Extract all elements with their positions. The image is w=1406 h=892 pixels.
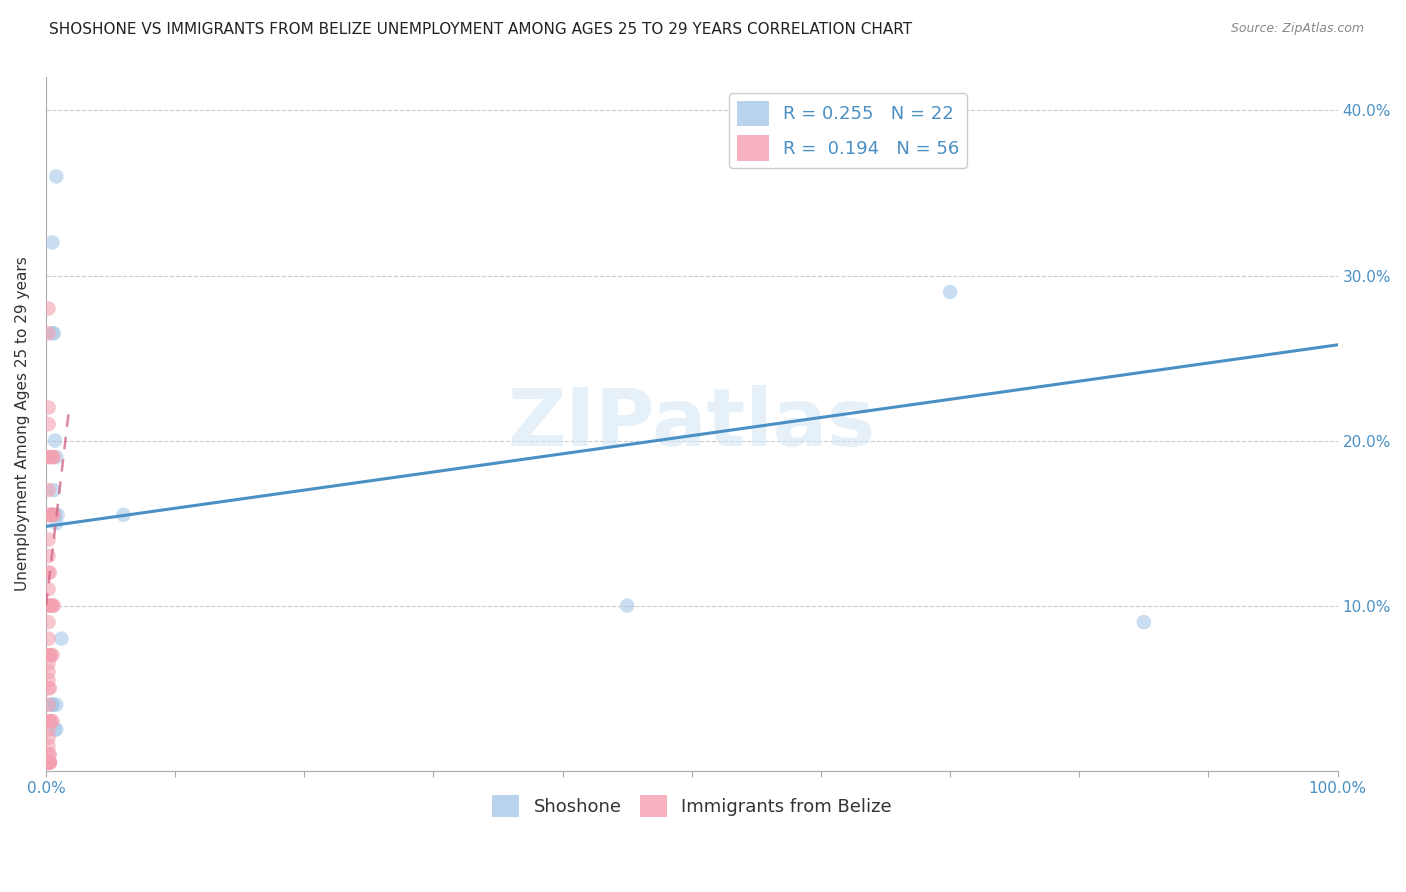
Point: [38, 723, 60, 737]
Point: [38, 731, 60, 745]
Point: [42, 483, 65, 497]
Text: Source: ZipAtlas.com: Source: ZipAtlas.com: [1230, 22, 1364, 36]
Point: [38, 756, 60, 770]
Point: [38, 326, 60, 341]
Point: [38, 566, 60, 580]
Point: [41, 508, 63, 522]
Point: [38, 301, 60, 316]
Point: [38, 450, 60, 464]
Point: [39, 508, 62, 522]
Point: [38, 450, 60, 464]
Point: [41, 698, 63, 712]
Point: [38, 508, 60, 522]
Legend: Shoshone, Immigrants from Belize: Shoshone, Immigrants from Belize: [485, 788, 898, 824]
Point: [38, 615, 60, 629]
Point: [38, 632, 60, 646]
Point: [38, 756, 60, 770]
Point: [38, 401, 60, 415]
Point: [41, 698, 63, 712]
Point: [44, 723, 66, 737]
Point: [41, 648, 63, 662]
Point: [38, 599, 60, 613]
Point: [42, 450, 65, 464]
Point: [38, 681, 60, 695]
Point: [38, 756, 60, 770]
Point: [41, 698, 63, 712]
Point: [39, 648, 62, 662]
Point: [41, 326, 63, 341]
Point: [46, 508, 69, 522]
Point: [45, 723, 67, 737]
Point: [38, 648, 60, 662]
Point: [45, 516, 67, 530]
Point: [38, 714, 60, 728]
Point: [41, 714, 63, 728]
Point: [42, 508, 65, 522]
Point: [41, 508, 63, 522]
Point: [38, 756, 60, 770]
Point: [38, 648, 60, 662]
Point: [38, 739, 60, 753]
Point: [38, 665, 60, 679]
Point: [1133, 615, 1156, 629]
Point: [38, 747, 60, 762]
Text: SHOSHONE VS IMMIGRANTS FROM BELIZE UNEMPLOYMENT AMONG AGES 25 TO 29 YEARS CORREL: SHOSHONE VS IMMIGRANTS FROM BELIZE UNEMP…: [49, 22, 912, 37]
Point: [41, 450, 63, 464]
Y-axis label: Unemployment Among Ages 25 to 29 years: Unemployment Among Ages 25 to 29 years: [15, 257, 30, 591]
Point: [38, 756, 60, 770]
Point: [38, 756, 60, 770]
Point: [45, 698, 67, 712]
Point: [45, 450, 67, 464]
Point: [38, 756, 60, 770]
Point: [45, 169, 67, 184]
Point: [41, 599, 63, 613]
Point: [38, 756, 60, 770]
Point: [38, 483, 60, 497]
Point: [38, 582, 60, 596]
Point: [38, 756, 60, 770]
Text: ZIPatlas: ZIPatlas: [508, 385, 876, 463]
Point: [38, 549, 60, 563]
Point: [939, 285, 962, 299]
Point: [38, 756, 60, 770]
Point: [39, 599, 62, 613]
Point: [38, 698, 60, 712]
Point: [44, 434, 66, 448]
Point: [44, 508, 66, 522]
Point: [38, 508, 60, 522]
Point: [42, 599, 65, 613]
Point: [38, 756, 60, 770]
Point: [38, 747, 60, 762]
Point: [616, 599, 638, 613]
Point: [38, 533, 60, 547]
Point: [38, 657, 60, 671]
Point: [38, 681, 60, 695]
Point: [42, 326, 65, 341]
Point: [39, 714, 62, 728]
Point: [41, 235, 63, 250]
Point: [38, 673, 60, 687]
Point: [38, 417, 60, 431]
Point: [38, 566, 60, 580]
Point: [38, 714, 60, 728]
Point: [112, 508, 135, 522]
Point: [38, 599, 60, 613]
Point: [51, 632, 73, 646]
